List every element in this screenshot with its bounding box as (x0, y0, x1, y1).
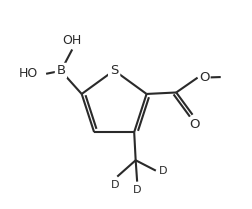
Text: O: O (189, 118, 199, 131)
Text: D: D (133, 185, 141, 195)
Text: OH: OH (62, 34, 82, 47)
Text: D: D (159, 166, 167, 176)
Text: D: D (111, 180, 120, 190)
Text: O: O (199, 71, 210, 84)
Text: HO: HO (19, 67, 38, 80)
Text: B: B (56, 64, 66, 77)
Text: S: S (110, 64, 118, 77)
